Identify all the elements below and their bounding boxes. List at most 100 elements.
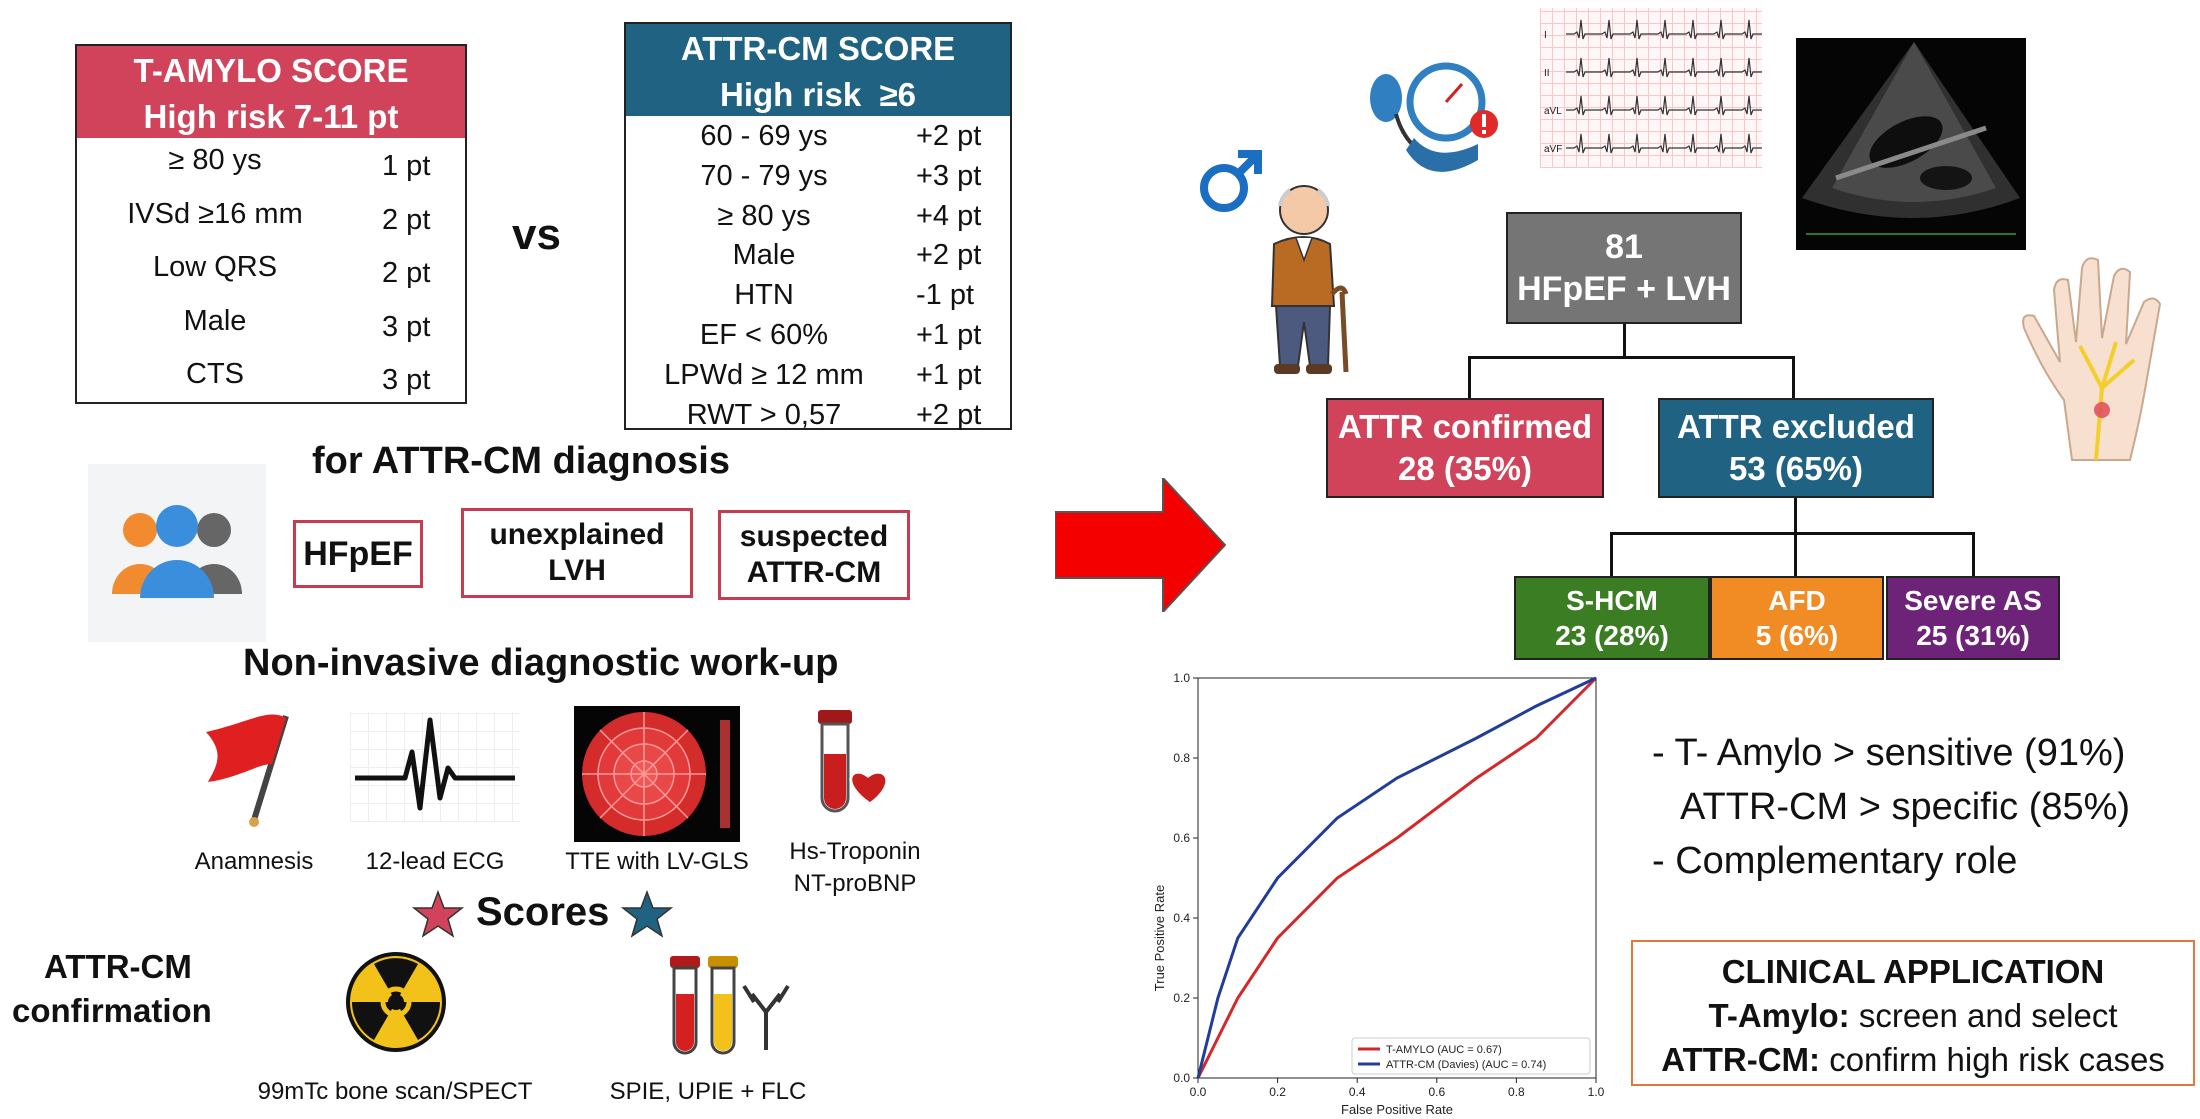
criterion-susp-line2: ATTR-CM [746, 556, 882, 589]
tree-afd: AFD 5 (6%) [1710, 576, 1884, 660]
score-row-points: 3 pt [382, 310, 431, 343]
ecg-lead-label: I [1544, 30, 1547, 41]
roc-y-tick-label: 0.8 [1173, 751, 1190, 765]
score-row-label: ≥ 80 ys [717, 199, 811, 232]
tte-caption: TTE with LV-GLS [565, 848, 749, 875]
clinical-attrcm-bold: ATTR-CM: [1661, 1041, 1821, 1078]
shcm-value: 23 (28%) [1555, 620, 1669, 651]
ecg-lead-trace [1566, 95, 1762, 116]
score-row-points: +1 pt [916, 319, 982, 351]
attr-confirmed-label: ATTR confirmed [1337, 408, 1593, 445]
connector [1792, 356, 1795, 400]
criterion-lvh-line2: LVH [548, 554, 606, 587]
tamylo-header: T-AMYLO SCORE High risk 7-11 pt [77, 46, 465, 138]
ecg-lead-label: aVL [1544, 106, 1562, 117]
score-row-points: 2 pt [382, 203, 431, 236]
tree-root-box: 81 HFpEF + LVH [1506, 212, 1742, 324]
finding-sensitivity: - T- Amylo > sensitive (91%) [1652, 732, 2126, 774]
roc-x-tick-label: 0.4 [1349, 1085, 1366, 1099]
score-row-label: LPWd ≥ 12 mm [664, 358, 864, 391]
score-row-label: HTN [734, 279, 794, 312]
clinical-tamylo-text: screen and select [1849, 997, 2118, 1034]
echocardiogram-image [1796, 38, 2026, 250]
radiation-icon [344, 950, 448, 1054]
clinical-line-attrcm: ATTR-CM: confirm high risk cases [1633, 1038, 2193, 1082]
roc-y-tick-label: 0.0 [1173, 1071, 1190, 1085]
tree-attr-confirmed: ATTR confirmed 28 (35%) [1326, 398, 1604, 498]
roc-series-line-1 [1196, 676, 1597, 1079]
tree-attr-excluded: ATTR excluded 53 (65%) [1658, 398, 1934, 498]
severe-as-label: Severe AS [1904, 585, 2042, 616]
red-flag-icon [198, 708, 308, 830]
clinical-tamylo-bold: T-Amylo: [1708, 997, 1850, 1034]
tree-shcm: S-HCM 23 (28%) [1514, 576, 1710, 660]
roc-xlabel: False Positive Rate [1341, 1102, 1453, 1117]
big-red-arrow [1054, 475, 1227, 615]
score-row-label: 70 - 79 ys [700, 159, 828, 192]
lab-tubes-antibody-icon [666, 954, 796, 1060]
ecg-lead-trace [1566, 133, 1762, 154]
clinical-attrcm-text: confirm high risk cases [1820, 1041, 2165, 1078]
workup-heading: Non-invasive diagnostic work-up [243, 642, 839, 684]
clinical-line-tamylo: T-Amylo: screen and select [1633, 994, 2193, 1038]
lab-caption: SPIE, UPIE + FLC [609, 1078, 807, 1105]
connector [1794, 532, 1797, 578]
attr-excluded-label: ATTR excluded [1677, 408, 1915, 445]
hand-carpal-tunnel-icon [2016, 250, 2192, 470]
tamylo-title: T-AMYLO SCORE [133, 52, 409, 89]
roc-y-tick-label: 0.2 [1173, 991, 1190, 1005]
roc-plot-frame [1197, 677, 1597, 1079]
blood-pressure-icon [1366, 54, 1506, 184]
roc-legend [1351, 1037, 1591, 1075]
connector [1794, 498, 1797, 534]
roc-legend-label: ATTR-CM (Davies) (AUC = 0.74) [1386, 1059, 1546, 1071]
attrcm-header: ATTR-CM SCORE High risk ≥6 [626, 24, 1010, 116]
anamnesis-caption: Anamnesis [194, 848, 314, 875]
roc-x-tick-label: 0.2 [1269, 1085, 1286, 1099]
criterion-lvh-line1: unexplained [489, 518, 665, 551]
score-row-points: 3 pt [382, 364, 431, 396]
roc-x-tick-label: 1.0 [1588, 1085, 1605, 1099]
ecg-lead-label: II [1544, 68, 1550, 79]
clinical-application-box: CLINICAL APPLICATION T-Amylo: screen and… [1631, 940, 2195, 1086]
connector [1610, 532, 1613, 578]
bnp-caption: NT-proBNP [793, 870, 917, 897]
attrcm-subtitle: High risk ≥6 [719, 76, 916, 113]
score-row-points: 2 pt [382, 257, 431, 289]
connector [1610, 532, 1974, 535]
patients-icon [88, 464, 266, 642]
ecg-icon [350, 712, 520, 822]
score-row-points: +4 pt [916, 199, 982, 232]
ecg-lead-trace [1566, 19, 1762, 40]
score-row-label: CTS [186, 358, 244, 390]
ecg-caption: 12-lead ECG [365, 848, 505, 875]
criterion-hfpef: HFpEF [293, 520, 423, 588]
tree-root-count: 81 [1605, 228, 1643, 266]
tamylo-score-card: T-AMYLO SCORE High risk 7-11 pt ≥ 80 ys 1… [75, 44, 467, 404]
attrcm-score-card: ATTR-CM SCORE High risk ≥6 60 - 69 ys +2 … [624, 22, 1012, 431]
score-row-label: EF < 60% [699, 319, 829, 351]
red-star-icon [411, 889, 465, 938]
attr-excluded-value: 53 (65%) [1729, 450, 1863, 487]
scores-label: Scores [476, 890, 610, 934]
bullseye-strain-image [574, 706, 740, 842]
clinical-title: CLINICAL APPLICATION [1721, 953, 2105, 990]
connector [1468, 356, 1471, 400]
score-row-label: Low QRS [152, 251, 278, 283]
roc-chart: False Positive Rate True Positive Rate 0… [1146, 664, 1616, 1119]
diagnosis-heading: for ATTR-CM diagnosis [312, 440, 730, 482]
finding-complementary: - Complementary role [1652, 840, 2018, 882]
score-row-points: 1 pt [382, 150, 431, 182]
score-row-label: RWT > 0,57 [686, 398, 842, 431]
score-row-points: +2 pt [916, 120, 982, 152]
score-row-points: +3 pt [916, 159, 982, 192]
score-row-label: IVSd ≥16 mm [127, 197, 303, 230]
connector [1468, 356, 1794, 359]
ecg-lead-label: aVF [1544, 144, 1562, 155]
ecg-strip-image: I II aVL aVF [1540, 8, 1762, 168]
confirmation-label-line2: confirmation [12, 992, 212, 1029]
tree-severe-as: Severe AS 25 (31%) [1886, 576, 2060, 660]
severe-as-value: 25 (31%) [1916, 620, 2030, 651]
afd-value: 5 (6%) [1755, 620, 1839, 651]
criterion-susp-line1: suspected [739, 520, 889, 553]
